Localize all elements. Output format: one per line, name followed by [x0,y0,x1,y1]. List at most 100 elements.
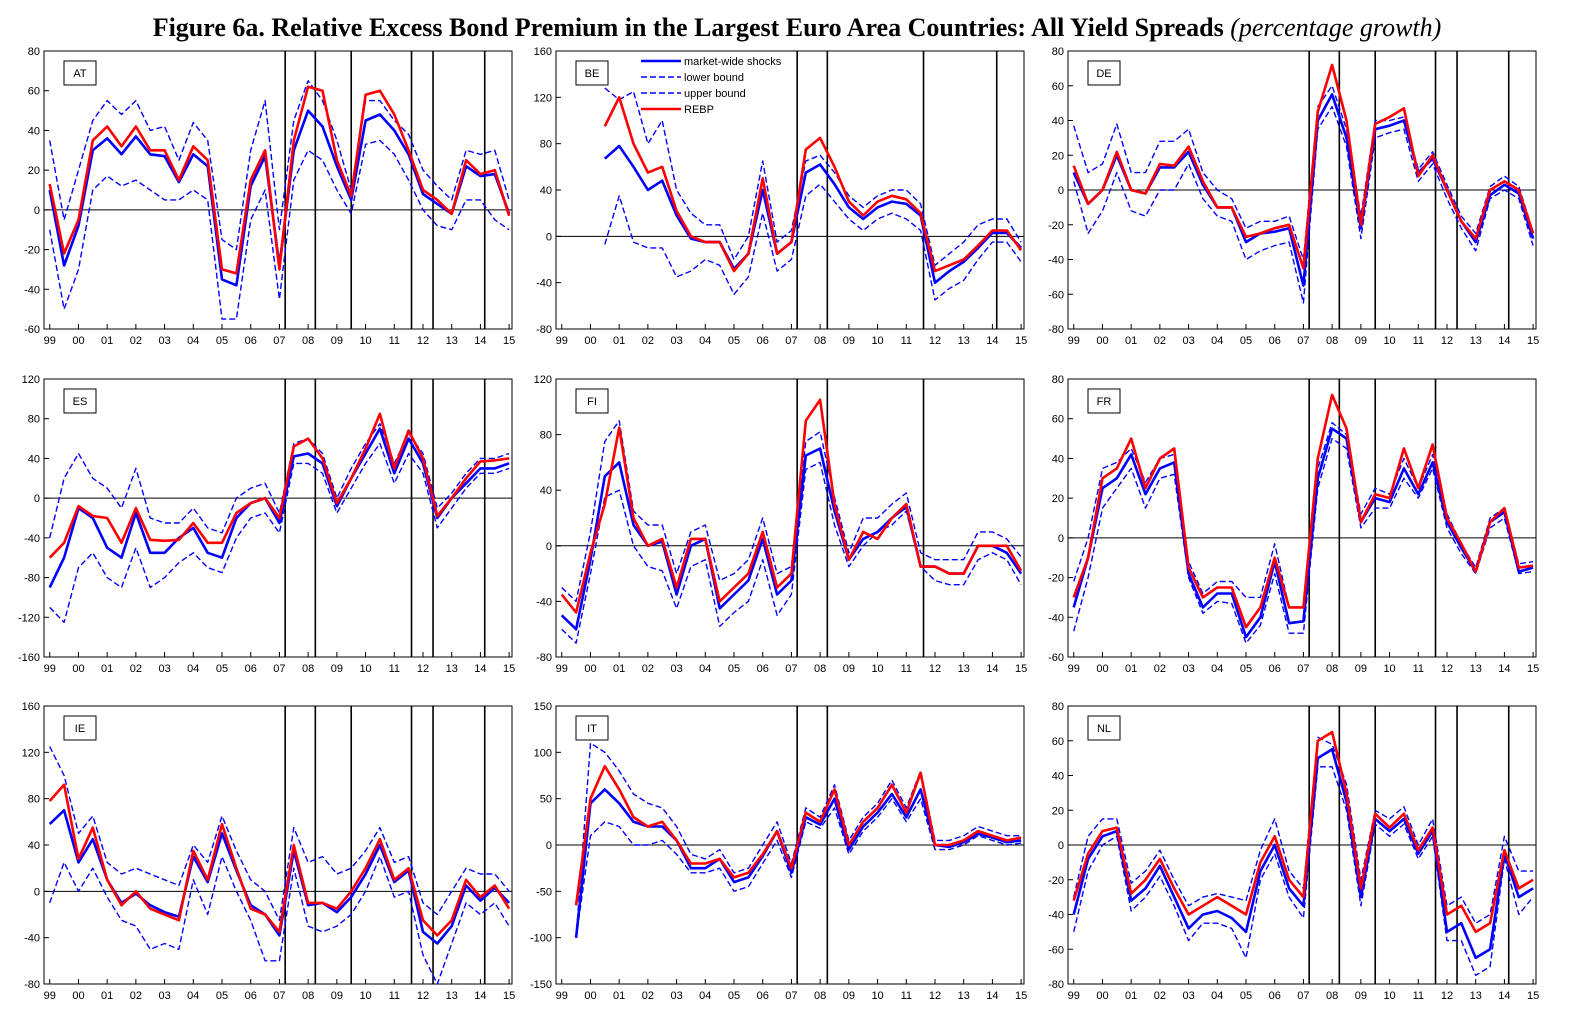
y-tick-label: 40 [1052,771,1064,783]
title: Figure 6a. Relative Excess Bond Premium … [153,13,1224,42]
x-tick-label: 05 [1240,990,1252,1002]
y-tick-label: 120 [534,374,552,386]
panel-label: FR [1097,396,1112,408]
y-tick-label: -40 [24,533,40,545]
y-tick-label: 80 [1052,701,1064,713]
x-tick-label: 10 [1383,335,1395,347]
x-tick-label: 07 [273,990,285,1002]
y-tick-label: 60 [28,86,40,98]
y-tick-label: 60 [1052,736,1064,748]
x-tick-label: 05 [728,663,740,675]
x-tick-label: 11 [901,663,912,675]
x-tick-label: 05 [216,990,228,1002]
x-tick-label: 11 [389,990,400,1002]
x-tick-label: 99 [556,663,568,675]
x-tick-label: 08 [1326,663,1338,675]
y-tick-label: 80 [540,139,552,151]
x-tick-label: 08 [302,663,314,675]
x-tick-label: 06 [245,335,257,347]
x-tick-label: 13 [958,990,970,1002]
x-tick-label: 10 [871,663,883,675]
bound-line [49,442,510,623]
x-tick-label: 00 [72,990,84,1002]
x-tick-label: 00 [1096,335,1108,347]
x-tick-label: 15 [1015,663,1027,675]
y-tick-label: -20 [1048,875,1064,887]
x-tick-label: 09 [1355,990,1367,1002]
x-tick-label: 15 [1527,335,1539,347]
x-tick-label: 14 [1498,335,1510,347]
bound-line [604,87,1022,266]
y-tick-label: 20 [1052,493,1064,505]
y-tick-label: 40 [28,125,40,137]
x-tick-label: 06 [245,990,257,1002]
y-tick-label: -80 [24,979,40,991]
x-tick-label: 14 [474,990,486,1002]
y-tick-label: 120 [22,374,40,386]
y-tick-label: 150 [534,701,552,713]
y-tick-label: -40 [1048,255,1064,267]
x-tick-label: 10 [359,335,371,347]
x-tick-label: 03 [670,990,682,1002]
bound-line [1073,422,1534,609]
y-tick-label: 50 [540,794,552,806]
y-tick-label: 20 [1052,805,1064,817]
x-tick-label: 08 [1326,990,1338,1002]
x-tick-label: 09 [843,663,855,675]
x-tick-label: 11 [901,335,912,347]
x-tick-label: 14 [1498,990,1510,1002]
x-tick-label: 13 [1470,990,1482,1002]
x-tick-label: 99 [556,990,568,1002]
x-tick-label: 99 [44,990,56,1002]
x-tick-label: 04 [187,990,199,1002]
y-tick-label: 0 [546,840,552,852]
series-line [560,398,1023,614]
x-tick-label: 13 [1470,335,1482,347]
x-tick-label: 12 [1441,663,1453,675]
x-tick-label: 14 [986,335,998,347]
x-tick-label: 04 [699,990,711,1002]
y-tick-label: 80 [28,414,40,426]
y-tick-label: -80 [536,324,552,336]
x-tick-label: 09 [331,663,343,675]
x-tick-label: 08 [814,335,826,347]
y-tick-label: -80 [1048,324,1064,336]
x-tick-label: 99 [1068,335,1080,347]
x-tick-label: 01 [613,663,625,675]
series-line [574,788,1022,938]
y-tick-label: 40 [540,485,552,497]
legend-label: lower bound [684,72,744,84]
panel-label: ES [73,396,88,408]
x-tick-label: 09 [331,990,343,1002]
panel-label-box [63,60,97,86]
y-tick-label: 0 [1058,533,1064,545]
x-tick-label: 05 [216,335,228,347]
series-line [1072,63,1535,270]
x-tick-label: 04 [699,335,711,347]
x-tick-label: 08 [302,990,314,1002]
x-tick-label: 03 [1182,990,1194,1002]
y-tick-label: -100 [530,933,552,945]
y-tick-label: 0 [1058,840,1064,852]
bound-line [49,80,510,251]
y-tick-label: 100 [534,747,552,759]
x-tick-label: 12 [417,335,429,347]
x-tick-label: 04 [699,663,711,675]
panel-label: BE [585,68,600,80]
x-tick-label: 01 [101,990,113,1002]
x-tick-label: 07 [785,990,797,1002]
panel-label-box [63,715,97,741]
panel-label-box [63,388,97,414]
x-tick-label: 15 [1015,335,1027,347]
x-tick-label: 10 [1383,990,1395,1002]
x-tick-label: 13 [958,663,970,675]
bound-line [1073,105,1534,304]
y-tick-label: 40 [1052,453,1064,465]
x-tick-label: 03 [158,663,170,675]
y-tick-label: 40 [28,840,40,852]
y-tick-label: -60 [24,324,40,336]
x-tick-label: 03 [158,335,170,347]
x-tick-label: 12 [417,663,429,675]
series-line [560,447,1023,631]
x-tick-label: 02 [642,335,654,347]
